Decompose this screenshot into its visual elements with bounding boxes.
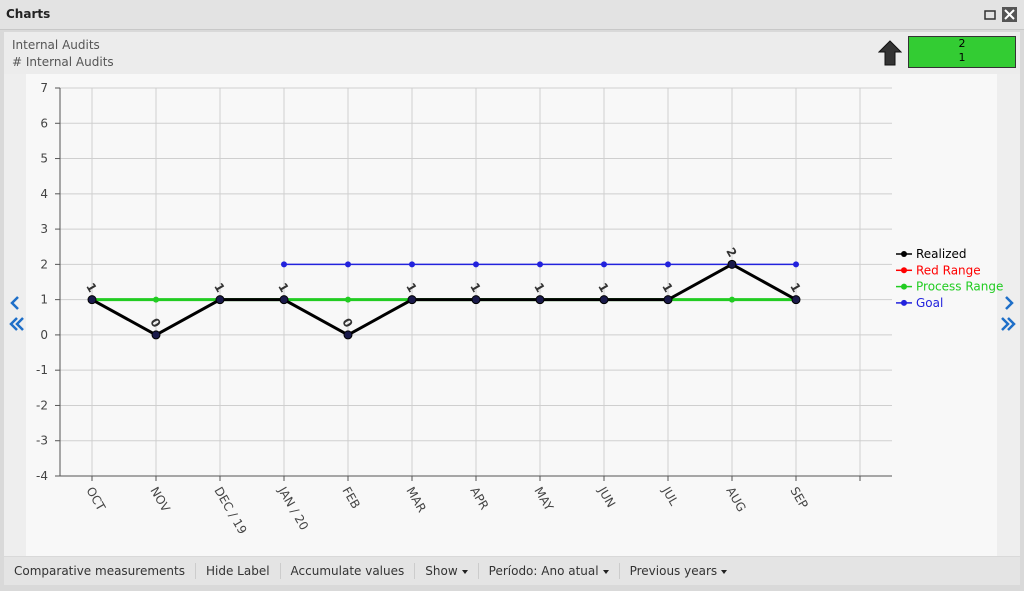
- toolbar-button[interactable]: Hide Label: [196, 563, 281, 579]
- point: [601, 261, 607, 268]
- data-label: 1: [83, 281, 99, 295]
- toolbar-button[interactable]: Accumulate values: [281, 563, 416, 579]
- y-tick-label: 3: [40, 222, 48, 236]
- point: [343, 330, 353, 340]
- indicator-value: 2: [958, 37, 966, 50]
- y-tick-label: 2: [40, 257, 48, 271]
- legend-label[interactable]: Red Range: [916, 263, 981, 277]
- data-label: 1: [531, 281, 547, 295]
- toolbar-button[interactable]: Comparative measurements: [4, 563, 196, 579]
- x-tick-label: JAN / 20: [275, 484, 311, 533]
- point: [407, 295, 417, 305]
- point: [471, 295, 481, 305]
- point: [793, 261, 799, 268]
- point: [87, 295, 97, 305]
- window-controls: [984, 7, 1017, 22]
- title-bar: Charts: [0, 0, 1024, 30]
- data-label: 0: [339, 316, 355, 330]
- header-subtitle: # Internal Audits: [12, 55, 114, 69]
- toolbar-label: Período: Ano atual: [488, 564, 599, 578]
- toolbar-label: Show: [425, 564, 458, 578]
- x-tick-label: FEB: [339, 485, 362, 512]
- y-tick-label: 7: [40, 81, 48, 95]
- indicator-value: 1: [958, 51, 966, 64]
- point: [727, 259, 737, 269]
- point: [281, 261, 287, 268]
- point: [153, 296, 159, 303]
- point: [345, 296, 351, 303]
- toolbar-button[interactable]: Período: Ano atual: [479, 563, 620, 579]
- y-tick-label: -1: [36, 363, 48, 377]
- point: [151, 330, 161, 340]
- y-tick-label: 6: [40, 116, 48, 130]
- point: [345, 261, 351, 268]
- x-tick-label: OCT: [83, 485, 108, 514]
- toolbar-button[interactable]: Previous years: [620, 563, 738, 579]
- data-label: 1: [659, 281, 675, 295]
- point: [279, 295, 289, 305]
- x-tick-label: MAY: [531, 485, 556, 514]
- header: Internal Audits # Internal Audits 2 1: [4, 32, 1020, 74]
- maximize[interactable]: [984, 10, 996, 20]
- nav-last[interactable]: [1001, 317, 1016, 331]
- x-tick-label: DEC / 19: [211, 485, 249, 537]
- point: [537, 261, 543, 268]
- x-tick-label: AUG: [723, 485, 748, 515]
- y-tick-label: -4: [36, 469, 48, 483]
- point: [473, 261, 479, 268]
- data-label: 1: [595, 281, 611, 295]
- data-label: 1: [787, 281, 803, 295]
- nav-prev[interactable]: [10, 296, 19, 310]
- legend-marker: [901, 251, 907, 257]
- point: [791, 295, 801, 305]
- legend-label[interactable]: Process Range: [916, 280, 1003, 294]
- nav-next[interactable]: [1005, 296, 1014, 310]
- window-title: Charts: [6, 7, 51, 21]
- legend-marker: [901, 299, 907, 306]
- point: [663, 295, 673, 305]
- toolbar-button[interactable]: Show: [415, 563, 479, 579]
- y-tick-label: -3: [36, 434, 48, 448]
- data-label: 0: [147, 316, 163, 330]
- legend-marker: [901, 267, 907, 274]
- legend-label[interactable]: Goal: [916, 296, 943, 310]
- toolbar-label: Previous years: [629, 564, 718, 578]
- x-tick-label: JUL: [659, 484, 681, 509]
- legend-marker: [901, 283, 907, 290]
- header-title: Internal Audits: [12, 38, 100, 52]
- x-tick-label: APR: [467, 485, 491, 513]
- legend-label[interactable]: Realized: [916, 247, 967, 261]
- point: [409, 261, 415, 268]
- toolbar: Comparative measurements Hide Label Accu…: [4, 557, 1020, 585]
- point: [729, 296, 735, 303]
- data-label: 1: [211, 281, 227, 295]
- point: [599, 295, 609, 305]
- data-label: 2: [723, 245, 739, 259]
- y-tick-label: 5: [40, 152, 48, 166]
- point: [665, 261, 671, 268]
- data-label: 1: [467, 281, 483, 295]
- x-tick-label: NOV: [147, 485, 173, 516]
- data-label: 1: [275, 281, 291, 295]
- x-tick-label: MAR: [403, 485, 429, 515]
- x-tick-label: SEP: [787, 485, 810, 511]
- y-tick-label: 0: [40, 328, 48, 342]
- data-label: 1: [403, 281, 419, 295]
- indicator: 2 1: [908, 36, 1016, 68]
- series-line: [91, 262, 797, 337]
- y-tick-label: -2: [36, 398, 48, 412]
- point: [215, 295, 225, 305]
- x-tick-label: JUN: [595, 484, 618, 510]
- trend-arrow: [878, 40, 902, 66]
- point: [535, 295, 545, 305]
- y-tick-label: 4: [40, 187, 48, 201]
- y-tick-label: 1: [40, 293, 48, 307]
- nav-first[interactable]: [9, 317, 24, 331]
